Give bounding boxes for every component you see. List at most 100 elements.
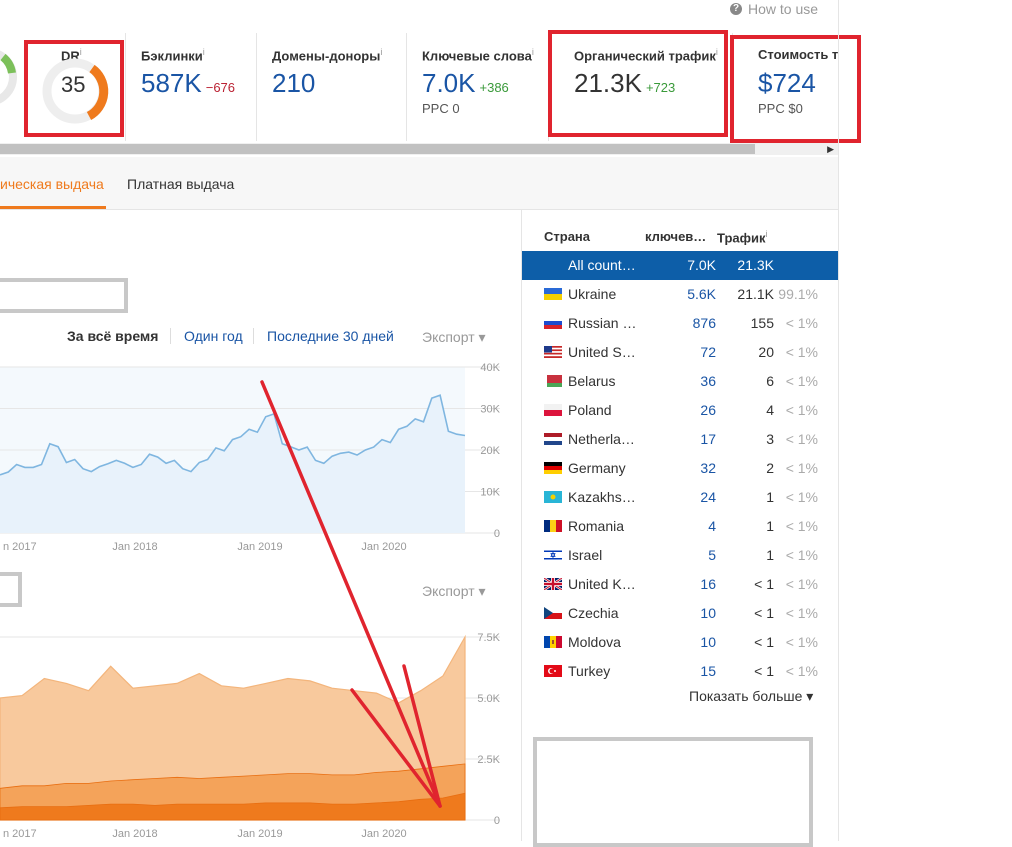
pl-flag-icon: [544, 404, 562, 416]
period-last-30-days[interactable]: Последние 30 дней: [267, 328, 394, 344]
keywords-count[interactable]: 16: [700, 576, 716, 592]
period-one-year[interactable]: Один год: [184, 328, 243, 344]
scroll-right-arrow-icon[interactable]: ▶: [827, 144, 834, 154]
keywords-delta: +386: [479, 80, 509, 95]
tab-organic[interactable]: ическая выдача: [0, 176, 104, 192]
cost-value: $724: [758, 68, 816, 98]
keywords-count[interactable]: 17: [700, 431, 716, 447]
traffic-value: < 1: [754, 576, 774, 592]
y-tick-label: 2.5K: [477, 754, 500, 766]
country-name: Turkey: [568, 663, 611, 679]
traffic-value: 4: [766, 402, 774, 418]
keywords-count[interactable]: 24: [700, 489, 716, 505]
traffic-chart-x-ticks: n 2017 Jan 2018 Jan 2019 Jan 2020: [3, 541, 407, 553]
table-row[interactable]: Belarus 36 6 < 1%: [522, 367, 838, 396]
annotation-box-cost: [730, 35, 861, 143]
backlinks-value: 587K −676: [141, 68, 236, 98]
keywords-count[interactable]: 15: [700, 663, 716, 679]
col-header-country[interactable]: Страна: [544, 229, 591, 244]
table-row[interactable]: Israel 5 1 < 1%: [522, 541, 838, 570]
kz-flag-icon: [544, 491, 562, 503]
metric-dr[interactable]: DRi 35: [0, 33, 126, 141]
traffic-share: < 1%: [785, 518, 818, 534]
traffic-share: 99.1%: [778, 286, 818, 302]
y-tick-label: 7.5K: [477, 632, 500, 644]
traffic-value: 20: [758, 344, 774, 360]
country-name: Russian …: [568, 315, 637, 331]
table-row[interactable]: Turkey 15 < 1 < 1%: [522, 657, 838, 686]
country-name: Czechia: [568, 605, 619, 621]
traffic-chart-y-ticks: 40K 30K 20K 10K 0: [480, 362, 500, 540]
right-edge-divider: [838, 0, 839, 841]
table-row[interactable]: Russian … 876 155 < 1%: [522, 309, 838, 338]
ur-gauge-partial: [0, 50, 17, 104]
active-tab-indicator: [0, 206, 106, 209]
keywords-count[interactable]: 26: [700, 402, 716, 418]
how-to-use-link[interactable]: ? How to use: [730, 1, 818, 17]
x-tick-label: Jan 2018: [112, 541, 157, 553]
keywords-ppc: PPC 0: [422, 101, 460, 116]
table-row[interactable]: Netherla… 17 3 < 1%: [522, 425, 838, 454]
domains-title: Домены-донорыi: [272, 47, 383, 64]
table-row[interactable]: Germany 32 2 < 1%: [522, 454, 838, 483]
table-row[interactable]: Poland 26 4 < 1%: [522, 396, 838, 425]
col-header-keywords[interactable]: ключев…: [645, 229, 707, 244]
table-row[interactable]: Kazakhs… 24 1 < 1%: [522, 483, 838, 512]
traffic-value: 3: [766, 431, 774, 447]
keywords-count[interactable]: 72: [700, 344, 716, 360]
tab-paid[interactable]: Платная выдача: [127, 176, 235, 192]
how-to-use-label: How to use: [748, 1, 819, 17]
metrics-bar: DRi 35 Бэклинкиi 587K −676 Домены-донорыi…: [0, 33, 838, 143]
traffic-value: < 1: [754, 663, 774, 679]
metric-domains[interactable]: Домены-донорыi 210: [257, 33, 407, 141]
traffic-chart: 40K 30K 20K 10K 0 n 2017 Jan 2018 Jan 2019 Jan …: [0, 362, 501, 553]
table-row[interactable]: Romania 4 1 < 1%: [522, 512, 838, 541]
keywords-count[interactable]: 5.6K: [687, 286, 716, 302]
ru-flag-icon: [544, 317, 562, 329]
y-tick-label: 30K: [480, 404, 500, 416]
period-all-time[interactable]: За всё время: [67, 328, 159, 344]
scrollbar-thumb[interactable]: [0, 144, 755, 154]
tab-bar: ическая выдача Платная выдача: [0, 157, 838, 210]
keywords-count[interactable]: 10: [700, 605, 716, 621]
column-divider: [521, 210, 522, 841]
country-name: Moldova: [568, 634, 621, 650]
keywords-count[interactable]: 5: [708, 547, 716, 563]
dr-gauge: [42, 58, 109, 124]
placeholder-box-1: [0, 278, 128, 313]
traffic-share: < 1%: [785, 605, 818, 621]
keywords-count[interactable]: 10: [700, 634, 716, 650]
keywords-count[interactable]: 32: [700, 460, 716, 476]
x-tick-label: Jan 2019: [237, 828, 282, 840]
traffic-share: < 1%: [785, 634, 818, 650]
traffic-share: < 1%: [785, 431, 818, 447]
country-name: Germany: [568, 460, 626, 476]
keywords-count[interactable]: 7.0K: [687, 257, 716, 273]
country-name: Netherla…: [568, 431, 635, 447]
traffic-delta: +723: [645, 80, 676, 95]
x-tick-label: n 2017: [3, 828, 37, 840]
metric-backlinks[interactable]: Бэклинкиi 587K −676: [126, 33, 257, 141]
table-row[interactable]: Ukraine 5.6K 21.1K 99.1%: [522, 280, 838, 309]
metric-traffic-cost[interactable]: Стоимость т $724 PPC $0: [733, 33, 838, 141]
show-more-button[interactable]: Показать больше ▾: [689, 688, 814, 704]
col-header-traffic[interactable]: Трафикi: [717, 229, 768, 246]
gb-flag-icon: [544, 578, 562, 590]
metrics-scrollbar[interactable]: ▶: [0, 143, 838, 155]
keywords-count[interactable]: 876: [692, 315, 716, 331]
traffic-value: 21.1K: [737, 286, 774, 302]
nl-flag-icon: [544, 433, 562, 445]
table-row[interactable]: Czechia 10 < 1 < 1%: [522, 599, 838, 628]
table-row-all-countries[interactable]: All count… 7.0K 21.3K: [522, 251, 838, 280]
tr-flag-icon: [544, 665, 562, 677]
traffic-share: < 1%: [785, 576, 818, 592]
table-row[interactable]: Moldova 10 < 1 < 1%: [522, 628, 838, 657]
keywords-count[interactable]: 36: [700, 373, 716, 389]
period-separator: [170, 328, 171, 344]
export-button-2[interactable]: Экспорт ▾: [422, 583, 486, 599]
export-button-1[interactable]: Экспорт ▾: [422, 329, 486, 345]
keywords-count[interactable]: 4: [708, 518, 716, 534]
metric-keywords[interactable]: Ключевые словаi 7.0K +386 PPC 0: [407, 33, 549, 141]
table-row[interactable]: United K… 16 < 1 < 1%: [522, 570, 838, 599]
table-row[interactable]: United S… 72 20 < 1%: [522, 338, 838, 367]
